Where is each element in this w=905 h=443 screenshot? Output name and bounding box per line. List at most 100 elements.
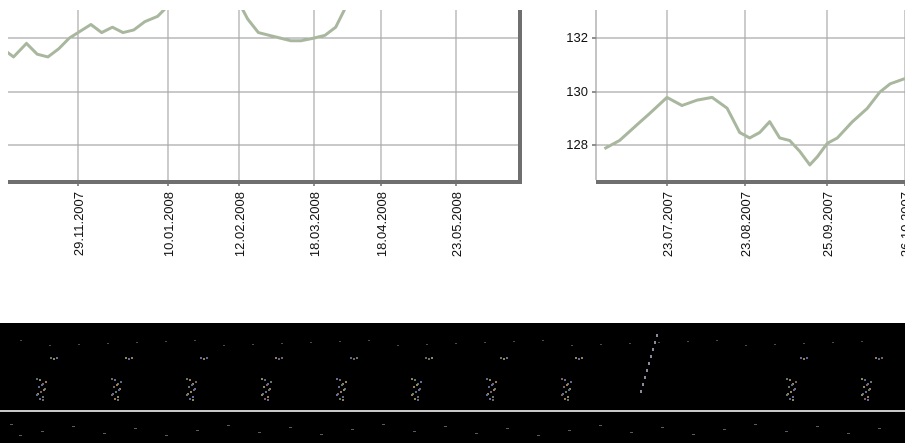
- strip-pixel: [223, 345, 225, 346]
- strip-pixel: [716, 340, 718, 341]
- strip-pixel: [492, 399, 494, 401]
- strip-pixel: [49, 345, 51, 346]
- strip-pixel: [644, 376, 646, 379]
- strip-pixel: [564, 398, 566, 400]
- strip-pixel: [642, 383, 644, 386]
- strip-pixel: [56, 357, 58, 359]
- strip-pixel: [42, 396, 44, 398]
- strip-pixel: [36, 378, 38, 380]
- strip-pixel: [261, 394, 263, 396]
- strip-pixel: [792, 396, 794, 398]
- strip-pixel: [264, 379, 266, 381]
- x-tick-label: 23.07.2007: [660, 192, 675, 257]
- strip-pixel: [506, 428, 509, 429]
- strip-pixel: [488, 386, 490, 388]
- strip-pixel: [397, 345, 399, 346]
- strip-pixel: [646, 369, 648, 372]
- strip-pixel: [200, 357, 202, 359]
- strip-pixel: [870, 381, 872, 383]
- strip-pixel: [420, 381, 422, 383]
- strip-pixel: [745, 345, 747, 346]
- strip-pixel: [861, 341, 863, 342]
- strip-pixel: [107, 343, 109, 344]
- strip-pixel: [563, 386, 565, 388]
- strip-pixel: [537, 435, 540, 436]
- strip-pixel: [382, 424, 385, 425]
- strip-pixel: [789, 379, 791, 381]
- strip-pixel: [640, 390, 642, 393]
- strip-pixel: [881, 357, 883, 359]
- strip-pixel: [41, 431, 44, 432]
- strip-pixel: [252, 344, 254, 345]
- strip-pixel: [227, 425, 230, 426]
- strip-pixel: [190, 391, 192, 393]
- strip-pixel: [791, 384, 793, 386]
- y-tick-label: 128: [566, 137, 588, 152]
- strip-pixel: [413, 431, 416, 432]
- strip-pixel: [264, 398, 266, 400]
- strip-pixel: [800, 357, 802, 359]
- strip-pixel: [864, 398, 866, 400]
- strip-pixel: [345, 381, 347, 383]
- strip-pixel: [53, 358, 55, 360]
- strip-pixel: [203, 358, 205, 360]
- strip-pixel: [790, 391, 792, 393]
- strip-pixel: [867, 399, 869, 401]
- series-line: [8, 10, 346, 59]
- strip-pixel: [561, 394, 563, 396]
- strip-pixel: [658, 342, 660, 343]
- strip-pixel: [656, 334, 658, 337]
- strip-pixel: [832, 342, 834, 343]
- strip-pixel: [803, 343, 805, 344]
- strip-pixel: [878, 428, 881, 429]
- strip-pixel: [415, 391, 417, 393]
- strip-pixel: [599, 425, 602, 426]
- strip-pixel: [570, 381, 572, 383]
- strip-pixel: [847, 433, 850, 434]
- strip-pixel: [865, 391, 867, 393]
- strip-pixel: [320, 434, 323, 435]
- strip-pixel: [50, 357, 52, 359]
- strip-pixel: [340, 391, 342, 393]
- strip-pixel: [795, 381, 797, 383]
- strip-pixel: [425, 357, 427, 359]
- strip-pixel: [131, 357, 133, 359]
- series-line: [603, 76, 905, 167]
- strip-pixel: [806, 357, 808, 359]
- strip-pixel: [411, 394, 413, 396]
- x-tick-label: 23.05.2008: [449, 192, 464, 257]
- x-tick-label: 25.09.2007: [820, 192, 835, 257]
- strip-pixel: [503, 358, 505, 360]
- strip-pixel: [134, 428, 137, 429]
- strip-pixel: [336, 394, 338, 396]
- strip-pixel: [116, 384, 118, 386]
- strip-pixel: [136, 342, 138, 343]
- y-tick-label: 130: [566, 84, 588, 99]
- strip-pixel: [36, 394, 38, 396]
- strip-pixel: [353, 358, 355, 360]
- strip-pixel: [117, 399, 119, 401]
- x-tick-label: 29.11.2007: [71, 192, 86, 256]
- x-tick-label: 26.10.2007: [898, 192, 905, 257]
- strip-pixel: [191, 384, 193, 386]
- strip-pixel: [339, 379, 341, 381]
- strip-pixel: [864, 379, 866, 381]
- strip-pixel: [513, 341, 515, 342]
- strip-pixel: [310, 342, 312, 343]
- strip-pixel: [414, 398, 416, 400]
- strip-pixel: [342, 396, 344, 398]
- strip-pixel: [351, 429, 354, 430]
- noise-strip: [0, 323, 905, 443]
- strip-pixel: [268, 389, 270, 391]
- strip-pixel: [500, 357, 502, 359]
- strip-pixel: [189, 379, 191, 381]
- strip-pixel: [114, 398, 116, 400]
- strip-pixel: [275, 357, 277, 359]
- strip-pixel: [565, 391, 567, 393]
- strip-pixel: [186, 394, 188, 396]
- strip-pixel: [417, 396, 419, 398]
- strip-pixel: [816, 426, 819, 427]
- strip-pixel: [629, 343, 631, 344]
- strip-pixel: [267, 396, 269, 398]
